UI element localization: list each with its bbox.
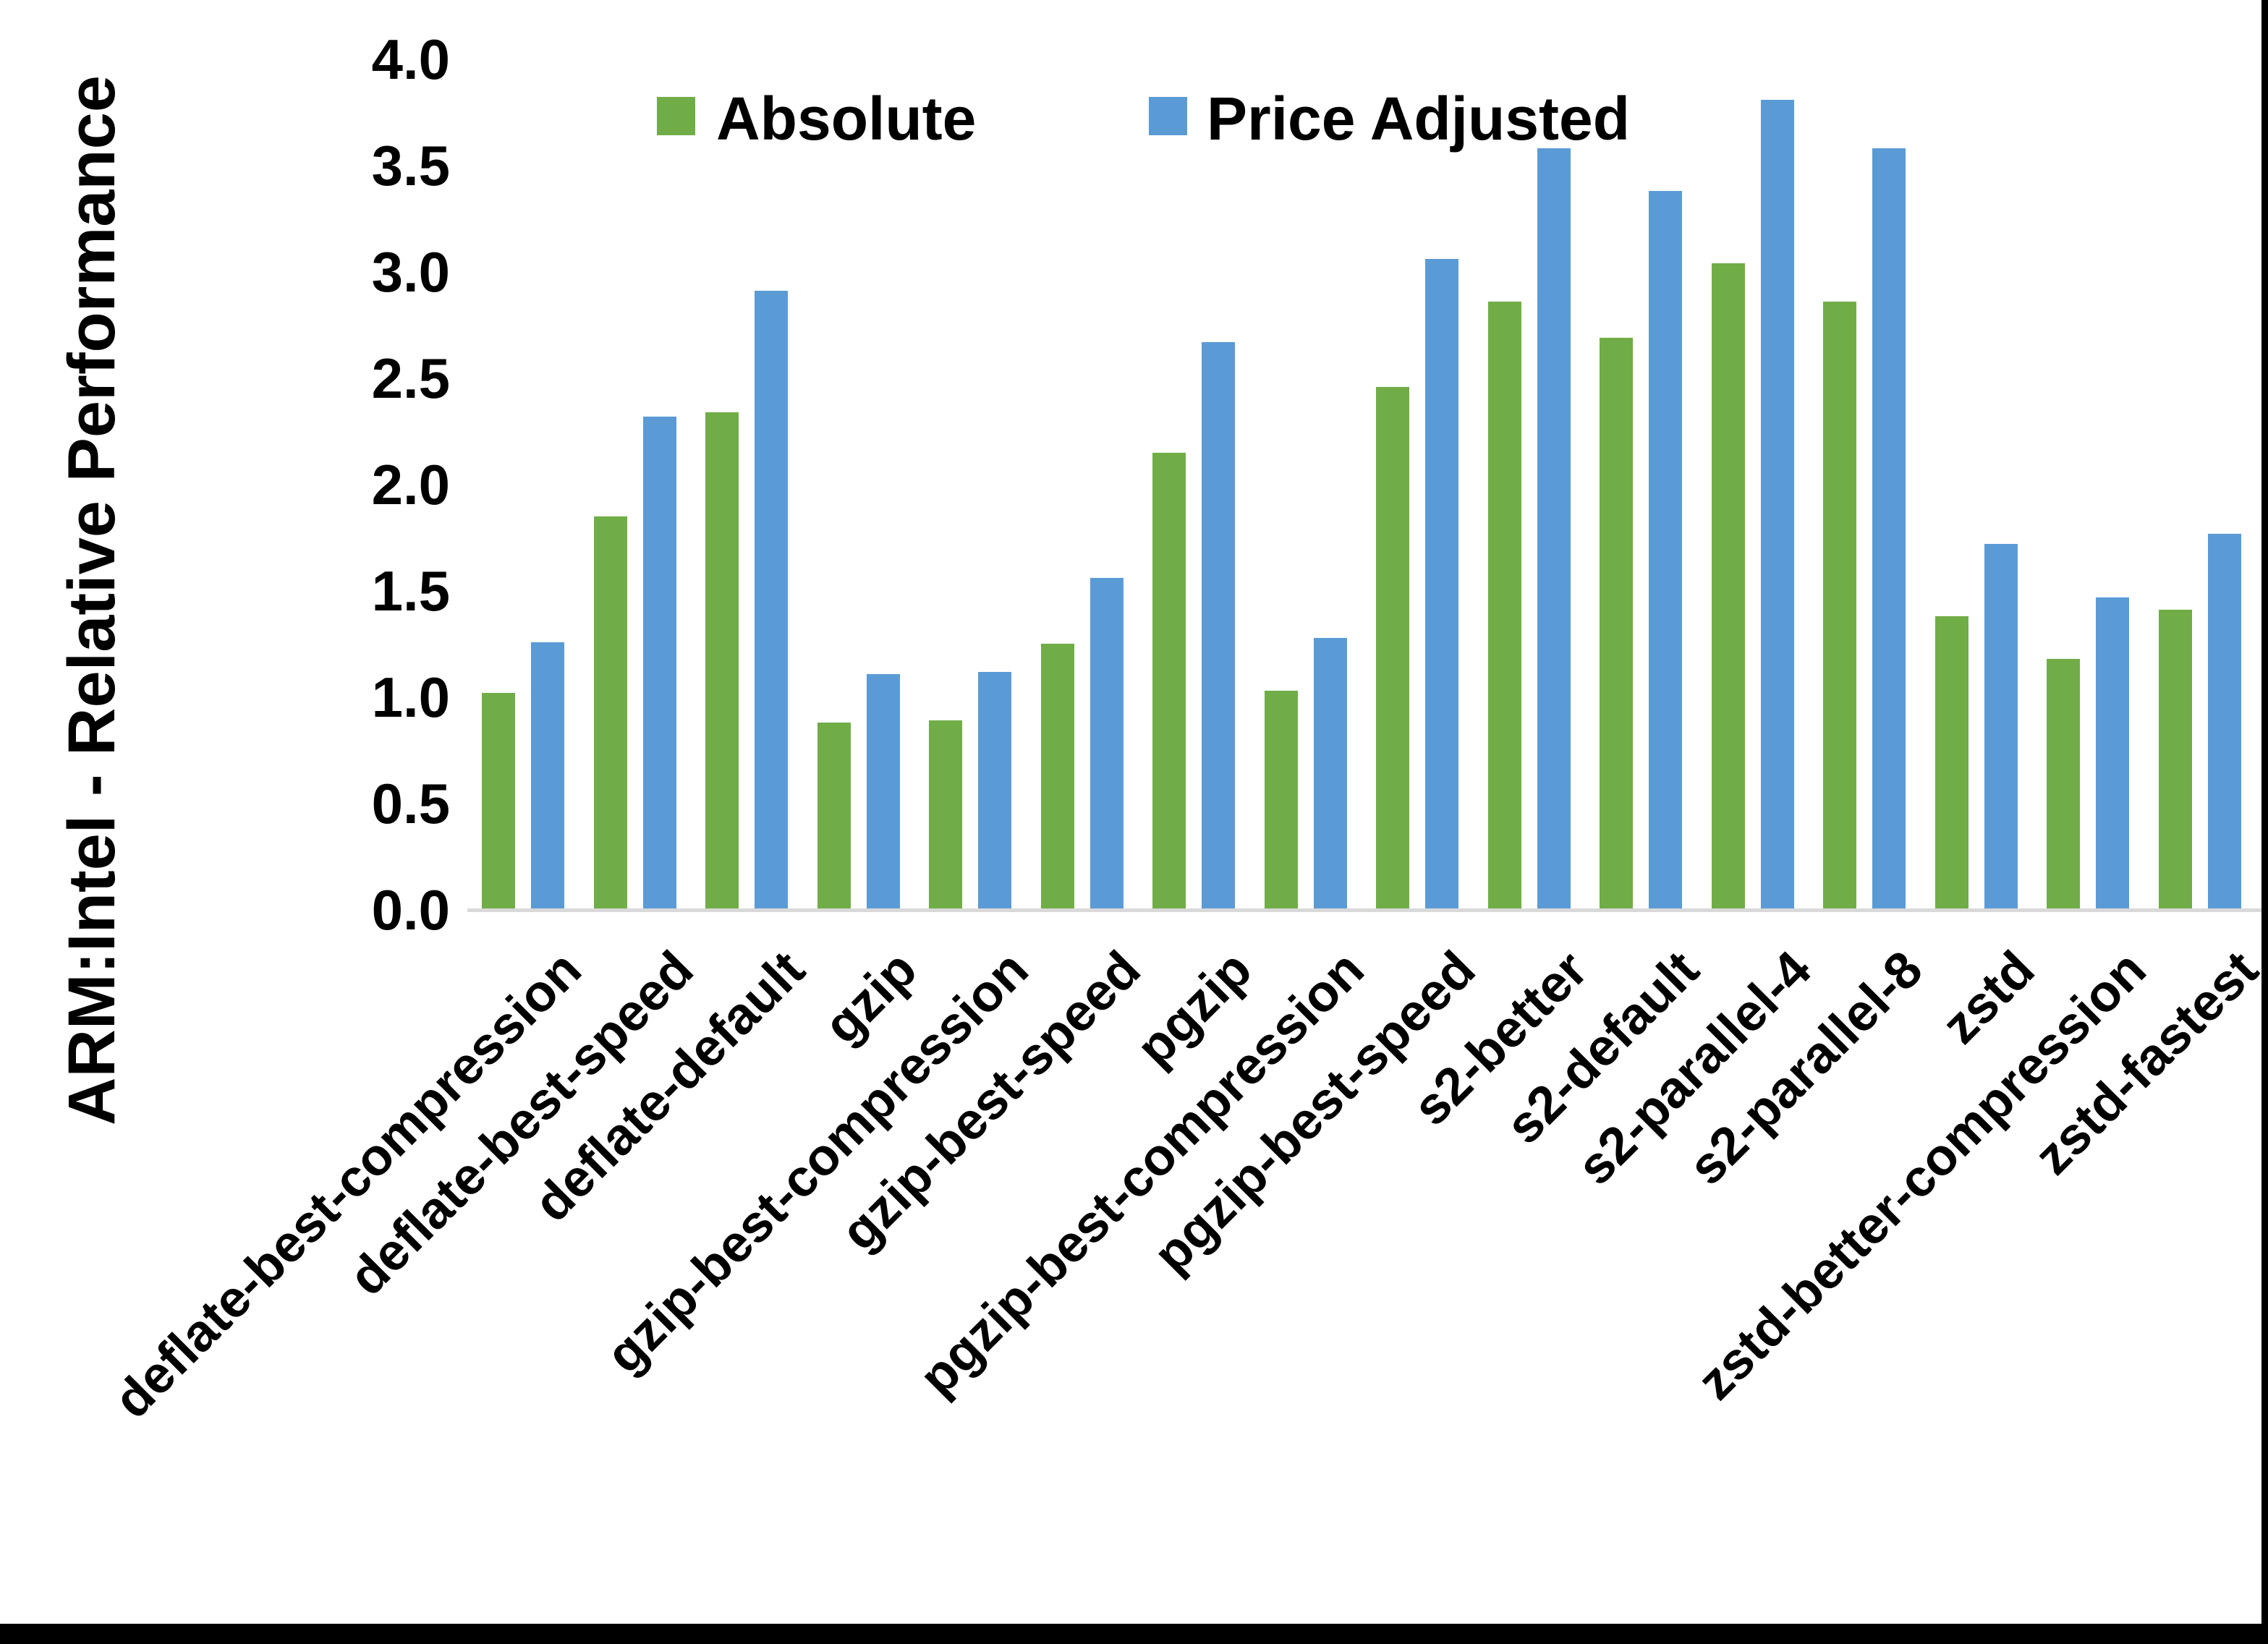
bar-absolute-pgzip-best-speed — [1376, 387, 1409, 910]
y-tick-label-1.5: 1.5 — [371, 559, 450, 623]
y-tick-label-3.5: 3.5 — [371, 134, 450, 197]
bar-price-adjusted-pgzip-best-compression — [1313, 638, 1347, 910]
bar-price-adjusted-s2-parallel-4 — [1760, 100, 1794, 910]
x-label-deflate-best-compression: deflate-best-compression — [103, 940, 593, 1430]
legend-label-absolute: Absolute — [716, 85, 977, 153]
bar-absolute-pgzip — [1152, 453, 1186, 910]
y-tick-label-0.5: 0.5 — [371, 772, 450, 835]
bar-absolute-gzip-best-compression — [929, 720, 962, 910]
bar-absolute-deflate-default — [705, 412, 739, 910]
bar-absolute-pgzip-best-compression — [1264, 691, 1298, 910]
bar-absolute-deflate-best-speed — [593, 516, 627, 910]
y-tick-label-3.0: 3.0 — [371, 240, 450, 304]
bar-absolute-s2-parallel-4 — [1711, 263, 1745, 910]
bar-absolute-zstd-better-compression — [2047, 659, 2080, 910]
bar-price-adjusted-gzip-best-speed — [1090, 578, 1124, 910]
bar-price-adjusted-deflate-best-speed — [642, 417, 676, 910]
bar-price-adjusted-gzip — [866, 674, 900, 910]
bar-absolute-zstd-fastest — [2158, 610, 2192, 910]
x-axis-line — [467, 908, 2261, 912]
screenshot-right-border — [2261, 0, 2268, 1644]
bar-absolute-deflate-best-compression — [482, 693, 515, 910]
bar-price-adjusted-zstd-fastest — [2207, 534, 2241, 910]
bar-absolute-s2-parallel-8 — [1823, 302, 1856, 910]
bar-price-adjusted-gzip-best-compression — [978, 672, 1011, 910]
bar-price-adjusted-s2-default — [1649, 191, 1682, 910]
y-tick-label-2.5: 2.5 — [371, 346, 450, 410]
screenshot-bottom-border — [0, 1624, 2268, 1644]
bar-price-adjusted-s2-better — [1537, 148, 1571, 910]
bar-absolute-gzip-best-speed — [1040, 644, 1074, 910]
y-axis-title: ARM:Intel - Relative Performance — [55, 75, 129, 1125]
legend-label-price-adjusted: Price Adjusted — [1207, 85, 1631, 153]
bar-absolute-s2-default — [1600, 338, 1633, 910]
y-tick-label-2.0: 2.0 — [371, 453, 450, 516]
bar-absolute-gzip — [817, 723, 851, 910]
legend-swatch-absolute — [657, 97, 695, 135]
bar-price-adjusted-pgzip — [1202, 342, 1235, 910]
bar-price-adjusted-zstd — [1984, 544, 2018, 910]
y-tick-label-4.0: 4.0 — [371, 27, 450, 91]
bar-price-adjusted-deflate-best-compression — [531, 642, 564, 910]
bar-absolute-s2-better — [1487, 302, 1521, 910]
y-tick-label-0.0: 0.0 — [371, 878, 450, 942]
bar-price-adjusted-s2-parallel-8 — [1872, 148, 1906, 910]
bar-absolute-zstd — [1934, 616, 1968, 910]
bar-price-adjusted-pgzip-best-speed — [1425, 259, 1458, 910]
bar-price-adjusted-deflate-default — [755, 291, 788, 910]
bar-price-adjusted-zstd-better-compression — [2096, 597, 2129, 910]
y-tick-label-1.0: 1.0 — [371, 665, 450, 729]
legend-swatch-price-adjusted — [1149, 97, 1187, 135]
